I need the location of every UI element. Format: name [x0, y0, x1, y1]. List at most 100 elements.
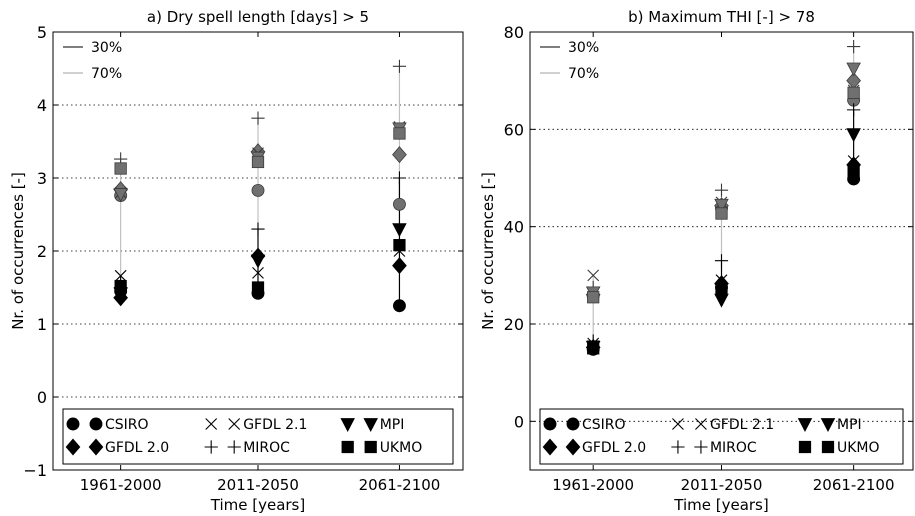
point-70-miroc	[392, 59, 407, 73]
legend-lines-b: 30% 70%	[568, 40, 599, 82]
x-tick-label: 1961-2000	[80, 476, 162, 494]
y-tick-label: −1	[23, 461, 47, 480]
legend-marker-mpi	[363, 418, 378, 433]
legend-marker-ukmo	[364, 440, 377, 454]
x-tick-label: 2011-2050	[217, 476, 299, 494]
legend-marker-miroc	[204, 440, 218, 454]
x-axis-label-a: Time [years]	[210, 496, 305, 514]
y-tick-label: 3	[37, 169, 47, 188]
point-30-ukmo	[393, 239, 406, 252]
point-70-mpi	[846, 62, 861, 77]
point-70-miroc	[847, 40, 861, 54]
x-tick-label: 2061-2100	[813, 476, 895, 494]
legend-marker-miroc	[671, 440, 685, 454]
y-tick-label: 20	[504, 315, 524, 334]
y-tick-label: 0	[37, 388, 47, 407]
x-tick-label: 2061-2100	[359, 476, 441, 494]
legend-line-label-70: 70%	[568, 66, 599, 82]
point-30-ukmo	[251, 281, 265, 294]
point-30-ukmo	[587, 342, 600, 355]
legend-marker-csiro	[89, 417, 103, 431]
legend-label-csiro: CSIRO	[582, 417, 626, 433]
legend-label-gfdl20: GFDL 2.0	[582, 440, 646, 456]
point-70-ukmo	[715, 207, 728, 220]
legend-lines-a: 30% 70%	[91, 40, 122, 82]
chart-panel-b: b) Maximum THI [-] > 78 Nr. of occurrenc…	[479, 8, 914, 514]
point-30-miroc	[847, 103, 861, 117]
point-30-miroc	[251, 222, 265, 236]
point-30-mpi	[250, 254, 266, 269]
x-tick-label: 2011-2050	[681, 476, 763, 494]
point-70-csiro	[393, 197, 406, 211]
legend-line-label-30: 30%	[91, 40, 122, 56]
point-70-miroc	[251, 111, 265, 125]
y-axis-label-b: Nr. of occurrences [-]	[479, 172, 497, 330]
chart-title-a: a) Dry spell length [days] > 5	[147, 8, 369, 26]
legend-label-ukmo: UKMO	[380, 440, 423, 456]
point-70-gfdl20	[392, 146, 407, 164]
point-30-mpi	[714, 293, 729, 308]
legend-label-gfdl21: GFDL 2.1	[243, 417, 307, 433]
legend-marker-gfdl20	[565, 438, 581, 456]
y-axis-label-a: Nr. of occurrences [-]	[9, 172, 27, 330]
point-70-mpi	[113, 188, 128, 203]
legend-label-csiro: CSIRO	[105, 417, 149, 433]
x-tick-label: 1961-2000	[552, 476, 634, 494]
legend-marker-csiro	[66, 417, 80, 431]
legend-marker-miroc	[227, 440, 241, 454]
legend-label-gfdl21: GFDL 2.1	[710, 417, 774, 433]
legend-markers-b: CSIRO GFDL 2.0 GFDL 2.1 MIROC MPI UKMO	[582, 417, 880, 456]
point-70-ukmo	[847, 86, 860, 99]
legend-marker-mpi	[820, 418, 836, 433]
legend-box	[62, 408, 454, 465]
legend-marker-gfdl21	[205, 418, 218, 430]
point-70-ukmo	[251, 155, 265, 169]
point-30-mpi	[392, 223, 407, 238]
y-tick-label: 1	[37, 315, 47, 334]
legend-label-gfdl20: GFDL 2.0	[105, 440, 169, 456]
y-tick-label: 40	[504, 218, 524, 237]
legend-marker-miroc	[694, 440, 708, 454]
legend-marker-mpi	[797, 418, 813, 433]
legend-line-label-70: 70%	[91, 66, 122, 82]
legend-marker-gfdl21	[228, 418, 241, 430]
point-70-ukmo	[587, 291, 600, 304]
point-30-gfdl20	[392, 257, 407, 275]
y-tick-label: 4	[37, 96, 47, 115]
legend-marker-ukmo	[821, 440, 835, 454]
legend-markers-a: CSIRO GFDL 2.0 GFDL 2.1 MIROC MPI UKMO	[105, 417, 422, 456]
point-30-gfdl21	[114, 269, 127, 282]
point-30-mpi	[846, 128, 861, 143]
legend-label-miroc: MIROC	[710, 440, 757, 456]
point-70-csiro	[251, 183, 265, 197]
legend-label-ukmo: UKMO	[837, 440, 880, 456]
legend-marker-gfdl20	[88, 438, 104, 456]
chart-panel-a: a) Dry spell length [days] > 5 Nr. of oc…	[9, 8, 464, 514]
legend-label-mpi: MPI	[837, 417, 862, 433]
legend-marker-csiro	[566, 417, 580, 431]
legend-marker-ukmo	[341, 440, 354, 454]
legend-marker-gfdl20	[65, 438, 81, 456]
point-70-gfdl21	[587, 269, 600, 282]
legend-box	[539, 408, 904, 465]
legend-marker-gfdl21	[672, 418, 684, 430]
legend-marker-gfdl21	[695, 418, 707, 430]
legend-marker-gfdl20	[542, 438, 558, 456]
legend-label-mpi: MPI	[380, 417, 405, 433]
y-tick-label: 60	[504, 120, 524, 139]
legend-marker-csiro	[543, 417, 557, 431]
point-70-ukmo	[393, 127, 406, 140]
legend-line-label-30: 30%	[568, 40, 599, 56]
point-30-gfdl21	[252, 267, 264, 279]
y-tick-label: 80	[504, 23, 524, 42]
point-70-miroc	[714, 183, 729, 197]
y-tick-label: 5	[37, 23, 47, 42]
legend-label-miroc: MIROC	[243, 440, 290, 456]
x-axis-label-b: Time [years]	[673, 496, 768, 514]
y-tick-label: 2	[37, 242, 47, 261]
legend-marker-ukmo	[798, 440, 812, 454]
point-30-miroc	[392, 171, 407, 185]
y-tick-label: 0	[514, 412, 524, 431]
point-30-csiro	[393, 299, 406, 313]
